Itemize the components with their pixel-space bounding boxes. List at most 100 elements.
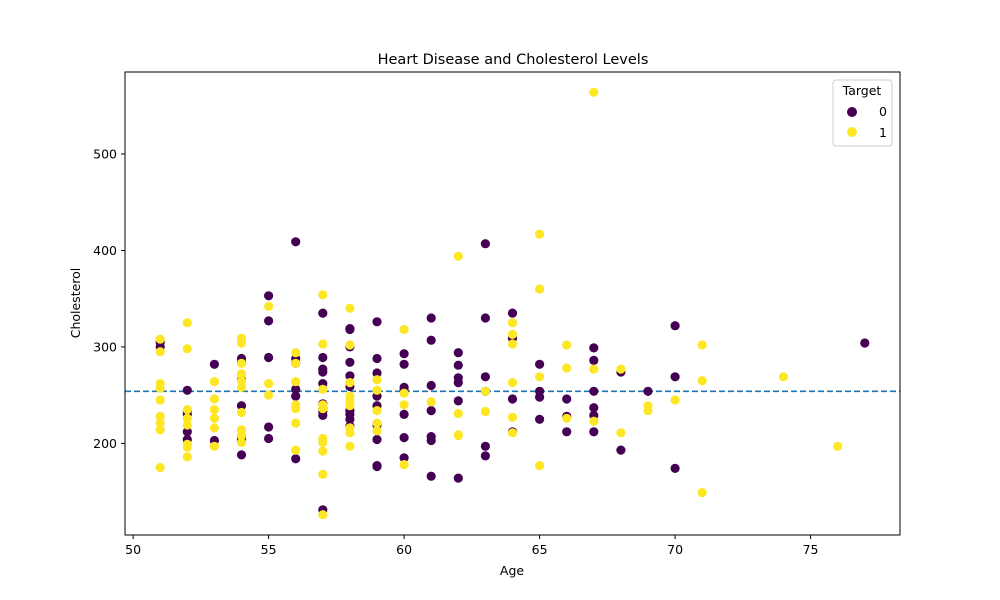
point-target-1 — [562, 413, 572, 423]
legend: Target 0 1 — [832, 79, 893, 147]
point-target-0 — [345, 357, 355, 367]
point-target-1 — [209, 413, 219, 423]
point-target-1 — [291, 348, 301, 358]
y-tick-label: 500 — [93, 146, 117, 161]
point-target-1 — [697, 376, 707, 386]
point-target-1 — [236, 437, 247, 447]
point-target-1 — [480, 406, 490, 417]
x-tick-label: 60 — [396, 542, 412, 557]
point-target-1 — [318, 339, 328, 349]
point-target-0 — [291, 454, 301, 464]
point-target-1 — [507, 329, 518, 339]
point-target-1 — [372, 426, 382, 436]
point-target-1 — [155, 462, 165, 473]
point-target-1 — [291, 404, 301, 414]
point-target-0 — [264, 422, 274, 432]
point-target-0 — [345, 414, 355, 424]
point-target-1 — [209, 377, 219, 387]
point-target-1 — [318, 404, 328, 414]
point-target-0 — [209, 359, 219, 369]
point-target-1 — [209, 441, 219, 451]
point-target-0 — [372, 353, 382, 364]
point-target-0 — [480, 239, 490, 249]
point-target-1 — [264, 379, 274, 389]
x-tick-label: 50 — [125, 542, 141, 557]
point-target-0 — [453, 348, 463, 358]
point-target-1 — [236, 407, 247, 418]
point-target-0 — [182, 427, 192, 437]
point-target-0 — [670, 463, 680, 473]
point-target-0 — [480, 441, 490, 451]
point-target-0 — [453, 378, 463, 388]
point-target-0 — [399, 349, 409, 359]
point-target-1 — [345, 428, 355, 438]
point-target-1 — [507, 428, 518, 438]
point-target-0 — [264, 291, 274, 301]
legend-label-0: 0 — [879, 104, 887, 119]
point-target-0 — [345, 371, 355, 381]
point-target-0 — [562, 427, 572, 437]
point-target-1 — [291, 418, 301, 428]
point-target-0 — [236, 450, 247, 460]
point-target-1 — [426, 397, 436, 407]
x-axis-label: Age — [500, 563, 524, 578]
point-target-1 — [562, 363, 572, 373]
point-target-1 — [345, 378, 355, 388]
point-target-1 — [291, 377, 301, 387]
point-target-1 — [345, 303, 355, 313]
point-target-0 — [426, 471, 436, 481]
point-target-1 — [507, 339, 518, 349]
point-target-1 — [697, 340, 707, 350]
point-target-1 — [236, 382, 247, 392]
y-tick-label: 400 — [93, 243, 117, 258]
point-target-0 — [426, 335, 436, 345]
point-target-0 — [426, 313, 436, 323]
point-target-1 — [155, 334, 165, 344]
point-target-1 — [345, 340, 355, 350]
y-tick-label: 200 — [93, 436, 117, 451]
point-target-0 — [318, 308, 328, 318]
point-target-1 — [453, 251, 463, 261]
point-target-0 — [426, 406, 436, 416]
point-target-1 — [236, 376, 247, 386]
point-target-0 — [589, 427, 599, 437]
point-target-1 — [372, 406, 382, 416]
point-target-0 — [291, 384, 301, 394]
point-target-1 — [507, 412, 518, 422]
point-target-1 — [535, 372, 545, 382]
point-target-0 — [372, 317, 382, 327]
point-target-0 — [589, 343, 599, 353]
x-tick-label: 70 — [667, 542, 683, 557]
point-target-1 — [535, 461, 545, 471]
point-target-1 — [453, 408, 463, 419]
point-target-0 — [236, 401, 247, 411]
point-target-0 — [860, 338, 870, 348]
point-target-1 — [399, 324, 409, 335]
point-target-1 — [318, 290, 328, 300]
point-target-1 — [155, 411, 165, 421]
point-target-1 — [670, 395, 680, 405]
point-target-0 — [182, 385, 192, 395]
point-target-1 — [236, 369, 247, 379]
point-target-1 — [318, 469, 328, 479]
point-target-0 — [507, 308, 518, 318]
point-target-1 — [318, 437, 328, 447]
point-target-0 — [399, 359, 409, 369]
point-target-1 — [345, 441, 355, 451]
point-target-1 — [399, 400, 409, 410]
point-target-1 — [778, 372, 789, 382]
point-target-1 — [372, 375, 382, 385]
point-target-0 — [535, 359, 545, 369]
point-target-1 — [291, 445, 301, 455]
point-target-1 — [372, 418, 382, 428]
point-target-1 — [399, 388, 409, 398]
point-target-1 — [535, 284, 545, 294]
point-target-1 — [182, 442, 192, 452]
point-target-1 — [589, 87, 599, 97]
point-target-0 — [291, 391, 301, 401]
point-target-0 — [318, 367, 328, 377]
point-target-0 — [345, 324, 355, 335]
legend-label-1: 1 — [879, 125, 887, 140]
point-target-1 — [318, 384, 328, 394]
